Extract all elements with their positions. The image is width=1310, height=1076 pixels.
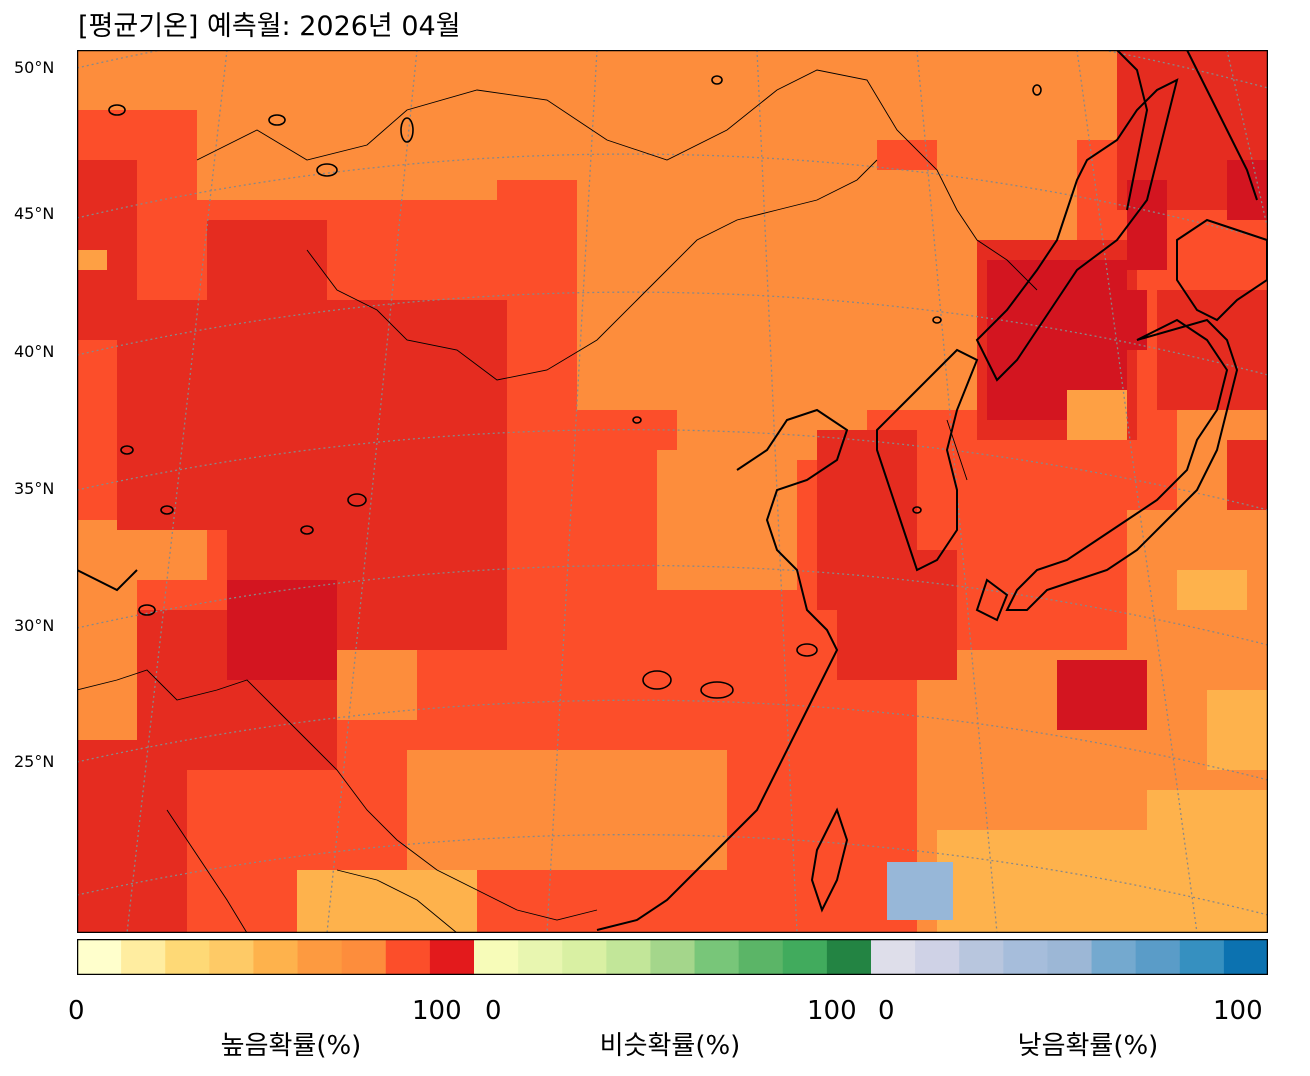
colorbar-swatch-high-6 bbox=[341, 939, 387, 975]
colorbar-swatch-high-5 bbox=[297, 939, 343, 975]
colorbar-normal-label: 비슷확률(%) bbox=[599, 1031, 741, 1061]
colorbar-swatch-normal-6 bbox=[738, 939, 784, 975]
colorbar-swatch-low-7 bbox=[1179, 939, 1225, 975]
colorbar-swatch-normal-4 bbox=[650, 939, 696, 975]
colorbar-swatch-normal-2 bbox=[562, 939, 607, 975]
lat-label-40n: 40°N bbox=[14, 342, 55, 361]
colorbar-high-label: 높음확률(%) bbox=[220, 1031, 362, 1061]
colorbar-high-segment bbox=[77, 939, 475, 975]
coastlines bbox=[77, 50, 1268, 931]
colorbar-swatch-low-6 bbox=[1135, 939, 1181, 975]
colorbar-swatch-low-8 bbox=[1223, 939, 1268, 975]
colorbar-swatch-high-7 bbox=[385, 939, 431, 975]
lakes-and-islands bbox=[108, 75, 1042, 699]
pale-orange-regions bbox=[297, 570, 1268, 933]
lat-label-50n: 50°N bbox=[14, 58, 55, 77]
colorbar-swatch-low-2 bbox=[959, 939, 1004, 975]
colorbar-normal-min: 0 bbox=[485, 996, 502, 1026]
map-frame bbox=[77, 50, 1268, 933]
colorbar-swatch-normal-7 bbox=[782, 939, 828, 975]
colorbar-swatch-low-1 bbox=[915, 939, 960, 975]
light-orange-regions bbox=[77, 250, 1127, 440]
graticule-parallels bbox=[77, 50, 1268, 916]
colorbar-swatch-normal-3 bbox=[606, 939, 652, 975]
colorbar-normal-segment bbox=[474, 939, 872, 975]
colorbar-swatch-normal-8 bbox=[826, 939, 872, 975]
colorbar-low-segment bbox=[871, 939, 1268, 975]
colorbar-swatch-normal-1 bbox=[518, 939, 563, 975]
colorbar-swatch-high-2 bbox=[165, 939, 210, 975]
probability-colorbar bbox=[77, 939, 1268, 975]
colorbar-low-label: 낮음확률(%) bbox=[1017, 1031, 1159, 1061]
colorbar-swatch-high-4 bbox=[253, 939, 299, 975]
colorbar-swatch-high-0 bbox=[77, 939, 122, 975]
country-borders bbox=[77, 69, 1038, 933]
lat-label-35n: 35°N bbox=[14, 479, 55, 498]
page-title: [평균기온] 예측월: 2026년 04월 bbox=[78, 11, 461, 42]
lat-label-30n: 30°N bbox=[14, 616, 55, 635]
colorbar-frame bbox=[77, 939, 1268, 975]
probability-map bbox=[77, 50, 1268, 933]
colorbar-low-max: 100 bbox=[1213, 996, 1263, 1026]
lat-label-45n: 45°N bbox=[14, 204, 55, 223]
colorbar-swatch-low-0 bbox=[871, 939, 916, 975]
colorbar-swatch-normal-0 bbox=[474, 939, 519, 975]
colorbar-swatch-high-3 bbox=[209, 939, 255, 975]
colorbar-high-min: 0 bbox=[68, 996, 85, 1026]
colorbar-swatch-low-4 bbox=[1047, 939, 1093, 975]
colorbar-swatch-normal-5 bbox=[694, 939, 740, 975]
lat-label-25n: 25°N bbox=[14, 752, 55, 771]
low-probability-region bbox=[887, 862, 953, 920]
colorbar-swatch-low-5 bbox=[1091, 939, 1137, 975]
colorbar-normal-max: 100 bbox=[807, 996, 857, 1026]
colorbar-swatch-low-3 bbox=[1003, 939, 1049, 975]
colorbar-swatch-high-1 bbox=[121, 939, 166, 975]
colorbar-swatch-high-8 bbox=[429, 939, 475, 975]
colorbar-low-min: 0 bbox=[878, 996, 895, 1026]
colorbar-high-max: 100 bbox=[412, 996, 462, 1026]
deep-red-regions bbox=[227, 160, 1268, 730]
